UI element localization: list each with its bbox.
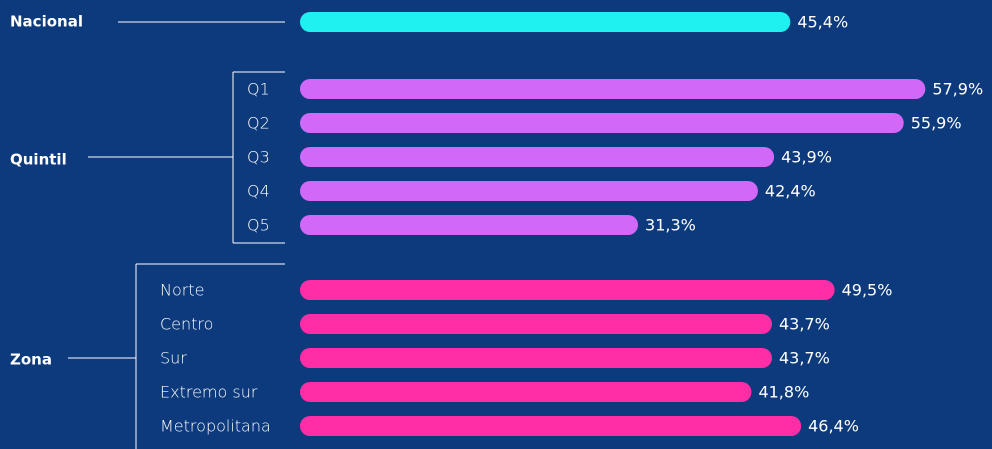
category-label: Sur xyxy=(160,349,187,368)
bar xyxy=(300,113,904,133)
value-label: 57,9% xyxy=(932,80,983,99)
category-label: Extremo sur xyxy=(160,383,258,402)
value-label: 43,7% xyxy=(779,349,830,368)
category-label: Q5 xyxy=(247,216,270,235)
category-label: Metropolitana xyxy=(160,417,271,436)
bar xyxy=(300,147,775,167)
bar xyxy=(300,348,772,368)
bar xyxy=(300,181,758,201)
value-label: 42,4% xyxy=(765,182,816,201)
group-label: Quintil xyxy=(10,151,67,169)
category-label: Norte xyxy=(160,281,204,300)
value-label: 45,4% xyxy=(797,13,848,32)
group-label: Nacional xyxy=(10,13,83,31)
category-label: Q2 xyxy=(247,114,270,133)
bar xyxy=(300,382,752,402)
bar xyxy=(300,314,772,334)
value-label: 46,4% xyxy=(808,417,859,436)
value-label: 55,9% xyxy=(911,114,962,133)
category-label: Q4 xyxy=(247,182,270,201)
bar xyxy=(300,416,802,436)
value-label: 31,3% xyxy=(645,216,696,235)
bar xyxy=(300,280,835,300)
category-label: Q1 xyxy=(247,80,270,99)
bar xyxy=(300,215,639,235)
group-label: Zona xyxy=(10,351,52,369)
category-label: Q3 xyxy=(247,148,270,167)
value-label: 43,7% xyxy=(779,315,830,334)
category-label: Centro xyxy=(160,315,213,334)
bar xyxy=(300,12,791,32)
value-label: 41,8% xyxy=(758,383,809,402)
value-label: 49,5% xyxy=(842,281,893,300)
bar xyxy=(300,79,926,99)
value-label: 43,9% xyxy=(781,148,832,167)
